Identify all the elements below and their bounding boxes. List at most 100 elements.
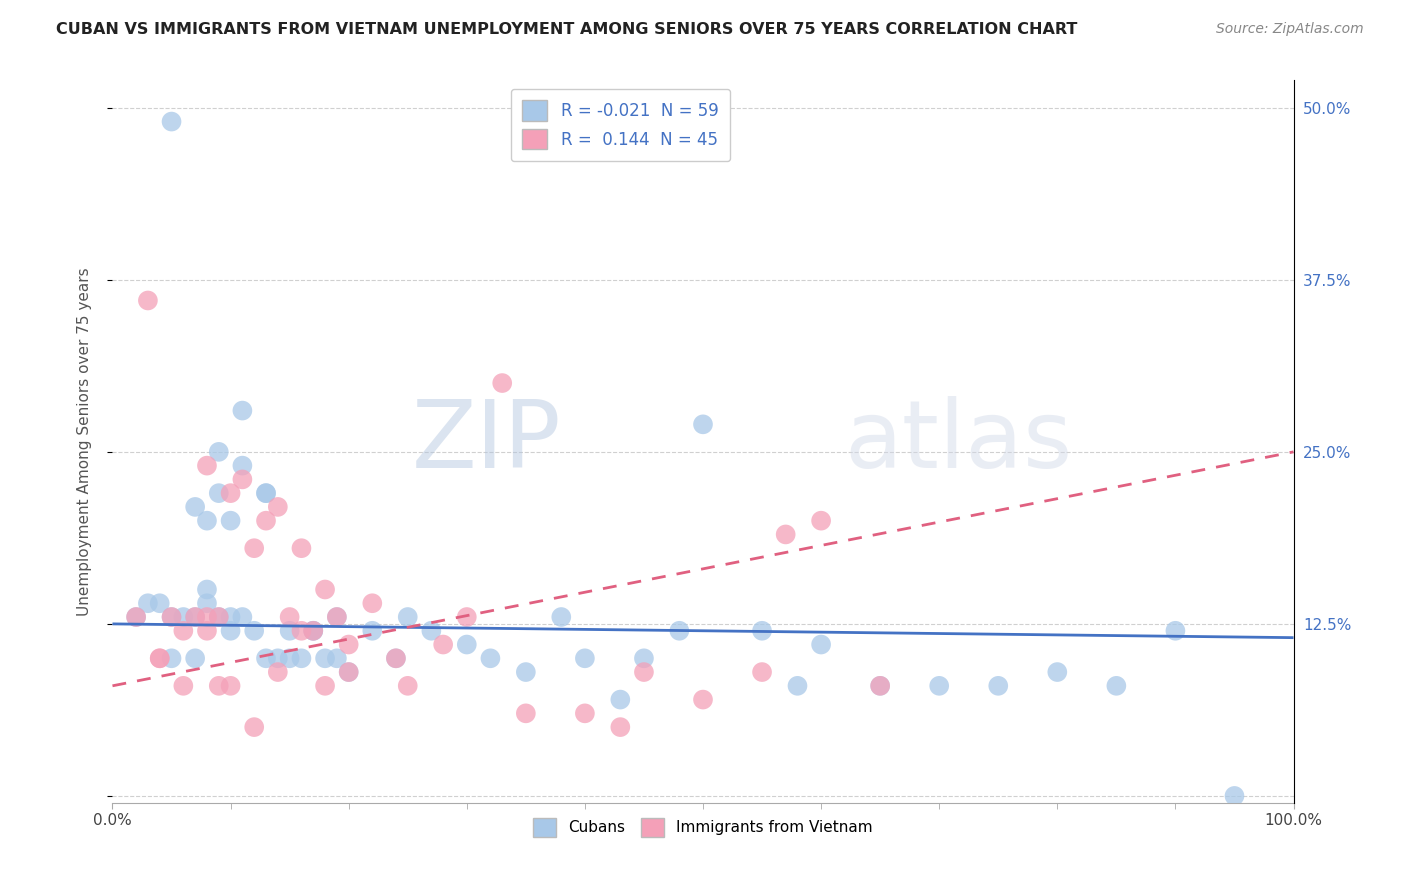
Point [479,651,502,665]
Point [928,679,950,693]
Point [337,665,360,679]
Text: CUBAN VS IMMIGRANTS FROM VIETNAM UNEMPLOYMENT AMONG SENIORS OVER 75 YEARS CORREL: CUBAN VS IMMIGRANTS FROM VIETNAM UNEMPLO… [56,22,1077,37]
Point [396,679,419,693]
Point [1105,679,1128,693]
Point [609,692,631,706]
Point [184,651,207,665]
Point [195,596,218,610]
Point [160,610,183,624]
Point [337,665,360,679]
Point [337,638,360,652]
Point [243,720,266,734]
Point [219,514,242,528]
Point [290,541,312,556]
Point [326,610,349,624]
Point [231,472,253,486]
Text: Source: ZipAtlas.com: Source: ZipAtlas.com [1216,22,1364,37]
Point [208,679,231,693]
Point [302,624,325,638]
Text: atlas: atlas [845,395,1073,488]
Point [432,638,454,652]
Point [160,610,183,624]
Point [208,610,231,624]
Point [172,679,194,693]
Point [267,500,290,514]
Point [184,610,207,624]
Point [515,665,537,679]
Point [219,486,242,500]
Point [633,665,655,679]
Point [278,624,301,638]
Point [361,624,384,638]
Point [869,679,891,693]
Point [987,679,1010,693]
Point [456,638,478,652]
Point [633,651,655,665]
Point [160,651,183,665]
Point [314,679,336,693]
Point [208,486,231,500]
Point [184,500,207,514]
Point [326,651,349,665]
Point [668,624,690,638]
Point [775,527,797,541]
Point [231,610,253,624]
Point [195,458,218,473]
Legend: Cubans, Immigrants from Vietnam: Cubans, Immigrants from Vietnam [524,809,882,846]
Point [149,651,172,665]
Text: ZIP: ZIP [412,395,561,488]
Point [254,651,277,665]
Point [243,541,266,556]
Point [195,582,218,597]
Point [243,624,266,638]
Y-axis label: Unemployment Among Seniors over 75 years: Unemployment Among Seniors over 75 years [77,268,91,615]
Point [491,376,513,390]
Point [278,610,301,624]
Point [385,651,408,665]
Point [267,651,290,665]
Point [160,114,183,128]
Point [1223,789,1246,803]
Point [290,624,312,638]
Point [456,610,478,624]
Point [609,720,631,734]
Point [254,514,277,528]
Point [172,610,194,624]
Point [254,486,277,500]
Point [172,624,194,638]
Point [125,610,148,624]
Point [125,610,148,624]
Point [254,486,277,500]
Point [219,679,242,693]
Point [231,403,253,417]
Point [574,706,596,721]
Point [574,651,596,665]
Point [267,665,290,679]
Point [786,679,808,693]
Point [751,665,773,679]
Point [314,651,336,665]
Point [385,651,408,665]
Point [208,445,231,459]
Point [692,692,714,706]
Point [195,624,218,638]
Point [278,651,301,665]
Point [231,458,253,473]
Point [692,417,714,432]
Point [1046,665,1069,679]
Point [396,610,419,624]
Point [810,638,832,652]
Point [314,582,336,597]
Point [515,706,537,721]
Point [869,679,891,693]
Point [149,596,172,610]
Point [219,610,242,624]
Point [420,624,443,638]
Point [1164,624,1187,638]
Point [361,596,384,610]
Point [302,624,325,638]
Point [751,624,773,638]
Point [136,596,159,610]
Point [290,651,312,665]
Point [302,624,325,638]
